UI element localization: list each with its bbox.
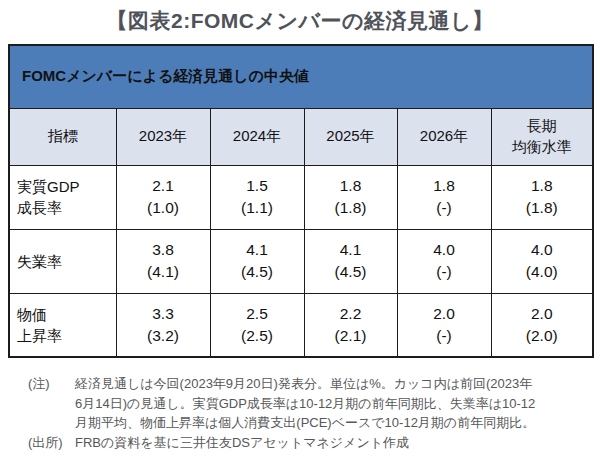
column-header-2025: 2025年 bbox=[304, 108, 397, 165]
cell-gdp-2023: 2.1 (1.0) bbox=[116, 165, 210, 229]
column-header-2024: 2024年 bbox=[210, 108, 304, 165]
cell-unemp-2025: 4.1 (4.5) bbox=[304, 229, 397, 293]
cell-infl-longrun: 2.0 (2.0) bbox=[491, 293, 593, 357]
cell-infl-2026: 2.0 (-) bbox=[397, 293, 491, 357]
table-caption: FOMCメンバーによる経済見通しの中央値 bbox=[9, 45, 593, 108]
column-header-indicator: 指標 bbox=[9, 108, 116, 165]
figure-title: 【図表2:FOMCメンバーの経済見通し】 bbox=[0, 7, 600, 35]
economic-outlook-table: FOMCメンバーによる経済見通しの中央値 指標 2023年 2024年 2025… bbox=[8, 44, 594, 358]
row-label-real-gdp: 実質GDP 成長率 bbox=[9, 165, 116, 229]
cell-gdp-2026: 1.8 (-) bbox=[397, 165, 491, 229]
source-row: (出所) FRBの資料を基に三井住友DSアセットマネジメント作成 bbox=[28, 433, 600, 453]
cell-gdp-2024: 1.5 (1.1) bbox=[210, 165, 304, 229]
cell-infl-2024: 2.5 (2.5) bbox=[210, 293, 304, 357]
cell-infl-2025: 2.2 (2.1) bbox=[304, 293, 397, 357]
cell-infl-2023: 3.3 (3.2) bbox=[116, 293, 210, 357]
cell-unemp-longrun: 4.0 (4.0) bbox=[491, 229, 593, 293]
report-figure: 【図表2:FOMCメンバーの経済見通し】 FOMCメンバーによる経済見通しの中央… bbox=[0, 7, 600, 452]
notes-section: (注) 経済見通しは今回(2023年9月20日)発表分。単位は%。カッコ内は前回… bbox=[28, 374, 600, 452]
note-row: (注) 経済見通しは今回(2023年9月20日)発表分。単位は%。カッコ内は前回… bbox=[28, 374, 600, 433]
source-label: (出所) bbox=[28, 433, 75, 453]
column-header-2023: 2023年 bbox=[116, 108, 210, 165]
source-text: FRBの資料を基に三井住友DSアセットマネジメント作成 bbox=[75, 433, 580, 453]
table-row-inflation: 物価 上昇率 3.3 (3.2) 2.5 (2.5) 2.2 (2.1) 2.0… bbox=[9, 293, 593, 357]
cell-gdp-longrun: 1.8 (1.8) bbox=[491, 165, 593, 229]
cell-unemp-2024: 4.1 (4.5) bbox=[210, 229, 304, 293]
column-header-longrun: 長期 均衡水準 bbox=[491, 108, 593, 165]
table-caption-row: FOMCメンバーによる経済見通しの中央値 bbox=[9, 45, 593, 108]
table-row-unemployment: 失業率 3.8 (4.1) 4.1 (4.5) 4.1 (4.5) 4.0 (-… bbox=[9, 229, 593, 293]
note-text: 経済見通しは今回(2023年9月20日)発表分。単位は%。カッコ内は前回(202… bbox=[75, 374, 580, 433]
cell-unemp-2023: 3.8 (4.1) bbox=[116, 229, 210, 293]
cell-gdp-2025: 1.8 (1.8) bbox=[304, 165, 397, 229]
column-header-2026: 2026年 bbox=[397, 108, 491, 165]
table-row-real-gdp: 実質GDP 成長率 2.1 (1.0) 1.5 (1.1) 1.8 (1.8) … bbox=[9, 165, 593, 229]
column-header-row: 指標 2023年 2024年 2025年 2026年 長期 均衡水準 bbox=[9, 108, 593, 165]
row-label-inflation: 物価 上昇率 bbox=[9, 293, 116, 357]
cell-unemp-2026: 4.0 (-) bbox=[397, 229, 491, 293]
row-label-unemployment: 失業率 bbox=[9, 229, 116, 293]
note-label: (注) bbox=[28, 374, 75, 394]
